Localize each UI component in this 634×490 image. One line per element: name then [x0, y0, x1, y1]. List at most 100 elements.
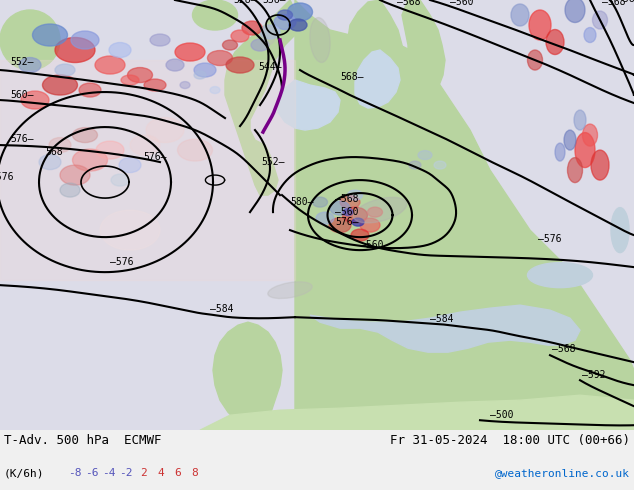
Ellipse shape: [226, 57, 254, 73]
Polygon shape: [225, 0, 300, 195]
Ellipse shape: [352, 218, 364, 226]
Ellipse shape: [95, 56, 125, 74]
Ellipse shape: [527, 263, 593, 288]
Ellipse shape: [71, 31, 99, 49]
Ellipse shape: [100, 210, 160, 250]
Polygon shape: [310, 305, 580, 352]
Text: —560: —560: [617, 0, 634, 4]
Text: 4: 4: [157, 468, 164, 478]
Ellipse shape: [353, 197, 407, 223]
Polygon shape: [295, 0, 634, 430]
Ellipse shape: [180, 81, 190, 89]
Ellipse shape: [351, 229, 369, 241]
Text: —568: —568: [335, 194, 358, 204]
Ellipse shape: [329, 218, 351, 233]
Ellipse shape: [55, 38, 95, 63]
Ellipse shape: [193, 0, 238, 30]
Text: —500: —500: [490, 410, 514, 420]
Text: —592: —592: [582, 370, 605, 380]
Ellipse shape: [261, 25, 276, 45]
Ellipse shape: [287, 3, 313, 21]
Text: -6: -6: [85, 468, 98, 478]
Text: 580—: 580—: [290, 197, 313, 207]
Ellipse shape: [316, 212, 334, 224]
Ellipse shape: [121, 75, 139, 85]
Ellipse shape: [223, 40, 238, 50]
Text: —560: —560: [360, 240, 384, 250]
Text: 552—: 552—: [261, 157, 285, 167]
Text: 8: 8: [191, 468, 198, 478]
Ellipse shape: [60, 183, 80, 197]
Ellipse shape: [231, 30, 249, 42]
Text: Fr 31-05-2024  18:00 UTC (00+66): Fr 31-05-2024 18:00 UTC (00+66): [390, 434, 630, 447]
Ellipse shape: [119, 158, 141, 172]
Text: 576—: 576—: [335, 217, 358, 227]
Ellipse shape: [565, 0, 585, 23]
Ellipse shape: [591, 150, 609, 180]
Ellipse shape: [39, 154, 61, 170]
Ellipse shape: [409, 161, 421, 169]
Text: 2: 2: [140, 468, 146, 478]
Text: —560: —560: [335, 207, 358, 217]
Ellipse shape: [251, 39, 269, 51]
Text: T-Adv. 500 hPa  ECMWF: T-Adv. 500 hPa ECMWF: [4, 434, 162, 447]
Text: —568: —568: [397, 0, 420, 7]
Ellipse shape: [109, 43, 131, 57]
Ellipse shape: [583, 124, 597, 146]
Ellipse shape: [0, 10, 60, 70]
Ellipse shape: [274, 15, 296, 29]
Ellipse shape: [150, 34, 170, 46]
Ellipse shape: [368, 207, 382, 217]
Ellipse shape: [242, 21, 262, 35]
Text: 536—: 536—: [262, 0, 285, 5]
Ellipse shape: [511, 4, 529, 26]
Ellipse shape: [42, 75, 77, 95]
Polygon shape: [200, 395, 634, 430]
Polygon shape: [278, 80, 340, 130]
Ellipse shape: [111, 174, 129, 186]
Ellipse shape: [340, 196, 360, 209]
Ellipse shape: [289, 19, 307, 31]
Text: -8: -8: [68, 468, 82, 478]
Ellipse shape: [146, 118, 184, 143]
Bar: [0, 60, 295, 280]
Text: 552—: 552—: [10, 57, 34, 67]
Ellipse shape: [418, 150, 432, 160]
Ellipse shape: [96, 141, 124, 159]
Ellipse shape: [55, 64, 75, 76]
Text: —568: —568: [552, 344, 576, 354]
Ellipse shape: [79, 83, 101, 97]
Text: 568: 568: [45, 147, 63, 157]
Ellipse shape: [347, 190, 363, 200]
Ellipse shape: [434, 161, 446, 169]
Ellipse shape: [166, 59, 184, 71]
Ellipse shape: [529, 10, 551, 40]
Ellipse shape: [330, 201, 350, 215]
Polygon shape: [213, 322, 282, 430]
Text: —560: —560: [450, 0, 474, 7]
Ellipse shape: [127, 68, 153, 82]
Text: 576—: 576—: [143, 152, 167, 162]
Ellipse shape: [343, 209, 353, 216]
Ellipse shape: [555, 143, 565, 161]
Ellipse shape: [72, 127, 98, 143]
Ellipse shape: [268, 282, 312, 298]
Ellipse shape: [611, 208, 629, 253]
Ellipse shape: [178, 139, 212, 161]
Ellipse shape: [144, 79, 166, 91]
Text: —584: —584: [430, 314, 453, 324]
Ellipse shape: [19, 57, 41, 73]
Ellipse shape: [546, 29, 564, 54]
Ellipse shape: [21, 91, 49, 109]
Text: 544—: 544—: [258, 62, 281, 72]
Text: —568: —568: [602, 0, 626, 7]
Text: @weatheronline.co.uk: @weatheronline.co.uk: [495, 468, 630, 478]
Text: -4: -4: [102, 468, 115, 478]
Text: (K/6h): (K/6h): [4, 468, 44, 478]
Polygon shape: [348, 0, 410, 138]
Text: —584: —584: [210, 304, 233, 314]
Ellipse shape: [49, 138, 71, 152]
Ellipse shape: [207, 50, 233, 66]
Ellipse shape: [194, 63, 216, 77]
Ellipse shape: [260, 25, 280, 39]
